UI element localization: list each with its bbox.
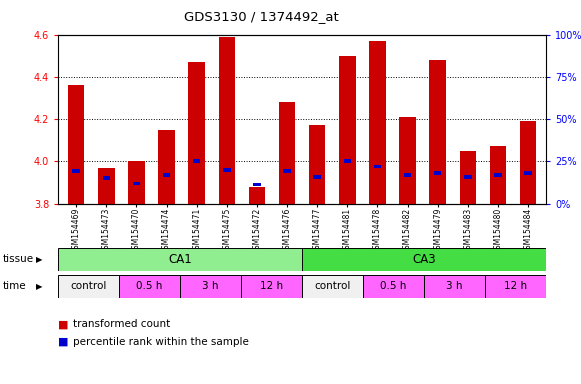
Text: ■: ■ <box>58 337 69 347</box>
Bar <box>485 275 546 298</box>
Text: 3 h: 3 h <box>446 281 463 291</box>
Bar <box>424 275 485 298</box>
Text: CA1: CA1 <box>168 253 192 266</box>
Text: tissue: tissue <box>3 254 34 264</box>
Bar <box>241 275 302 298</box>
Text: GDS3130 / 1374492_at: GDS3130 / 1374492_at <box>184 10 339 23</box>
Bar <box>58 248 302 271</box>
Text: CA3: CA3 <box>413 253 436 266</box>
Bar <box>399 117 416 204</box>
Text: control: control <box>70 281 107 291</box>
Bar <box>223 168 231 172</box>
Bar <box>343 159 351 163</box>
Bar <box>494 173 501 177</box>
Bar <box>58 275 119 298</box>
Text: percentile rank within the sample: percentile rank within the sample <box>73 337 249 347</box>
Bar <box>314 175 321 179</box>
Bar <box>132 182 140 185</box>
Bar <box>302 275 363 298</box>
Text: 12 h: 12 h <box>504 281 527 291</box>
Bar <box>302 248 546 271</box>
Text: ▶: ▶ <box>36 281 42 291</box>
Bar <box>103 176 110 180</box>
Bar <box>73 169 80 173</box>
Bar <box>490 146 506 204</box>
Text: 0.5 h: 0.5 h <box>137 281 163 291</box>
Bar <box>520 121 536 204</box>
Bar <box>253 183 261 186</box>
Text: 3 h: 3 h <box>202 281 219 291</box>
Text: control: control <box>314 281 351 291</box>
Bar <box>369 41 386 204</box>
Text: 12 h: 12 h <box>260 281 283 291</box>
Bar <box>363 275 424 298</box>
Bar <box>374 165 381 169</box>
Text: 0.5 h: 0.5 h <box>381 281 407 291</box>
Bar <box>309 125 325 204</box>
Bar <box>180 275 241 298</box>
Bar <box>68 85 84 204</box>
Bar <box>404 173 411 177</box>
Bar <box>98 167 114 204</box>
Bar <box>284 169 290 173</box>
Bar <box>158 129 175 204</box>
Bar <box>429 60 446 204</box>
Bar <box>218 37 235 204</box>
Bar <box>524 171 532 175</box>
Bar <box>339 56 356 204</box>
Bar <box>460 151 476 204</box>
Bar <box>128 161 145 204</box>
Text: ■: ■ <box>58 319 69 329</box>
Text: ▶: ▶ <box>36 255 42 264</box>
Bar <box>193 159 200 163</box>
Bar <box>434 171 442 175</box>
Bar <box>249 187 265 204</box>
Text: transformed count: transformed count <box>73 319 170 329</box>
Bar <box>119 275 180 298</box>
Bar <box>464 175 472 179</box>
Text: time: time <box>3 281 27 291</box>
Bar <box>279 102 295 204</box>
Bar <box>188 62 205 204</box>
Bar <box>163 173 170 177</box>
